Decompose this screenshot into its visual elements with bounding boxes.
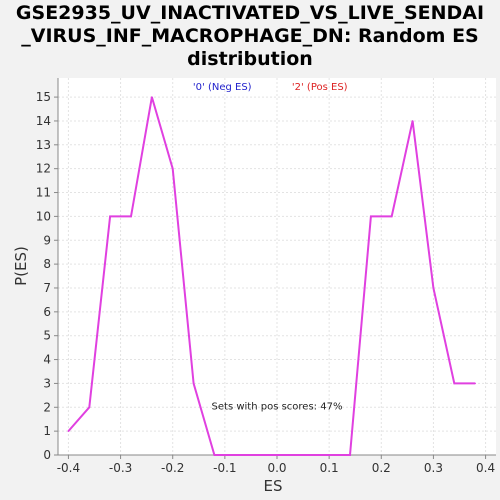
series-point [109,215,111,218]
series-point [213,454,216,456]
series-point [130,215,132,218]
y-tick-label: 2 [43,400,51,414]
x-tick-label: 0.2 [372,461,391,475]
y-tick-label: 15 [36,90,51,104]
x-tick-label: -0.2 [161,461,184,475]
series-point [88,406,91,409]
y-tick-label: 7 [43,281,51,295]
x-tick-label: 0.4 [476,461,495,475]
y-tick-label: 6 [43,305,51,319]
y-tick-label: 1 [43,424,51,438]
chart-title-line-3: distribution [187,48,313,70]
series-point [453,382,456,385]
y-tick-label: 10 [36,209,51,223]
x-tick-label: 0.3 [424,461,443,475]
series-point [432,287,435,289]
series-point [151,96,153,98]
x-tick-label: -0.1 [213,461,236,475]
series-point [411,120,414,122]
y-tick-label: 13 [36,138,51,152]
y-tick-label: 12 [36,162,51,176]
y-tick-label: 0 [43,448,51,462]
annotation-label: '0' (Neg ES) [193,82,252,93]
x-tick-label: 0.1 [320,461,339,475]
grid [58,78,496,456]
series-point [297,454,299,456]
series-point [255,454,257,456]
series-point [390,215,393,218]
series-point [276,454,278,456]
chart-title-line-2: _VIRUS_INF_MACROPHAGE_DN: Random ES [21,25,479,47]
series-point [338,454,341,456]
y-tick-label: 4 [43,353,51,367]
y-tick-label: 11 [36,186,51,200]
series-point [370,215,372,218]
series-point [349,454,351,456]
series-point [317,454,320,456]
annotation-label: '2' (Pos ES) [292,82,348,93]
chart-title-line-1: GSE2935_UV_INACTIVATED_VS_LIVE_SENDAI [15,2,485,24]
x-tick-label: 0.0 [267,461,286,475]
chart-title: GSE2935_UV_INACTIVATED_VS_LIVE_SENDAI _V… [0,2,500,71]
y-tick-label: 3 [43,376,51,390]
series [67,96,476,456]
annotation-label: Sets with pos scores: 47% [212,402,343,413]
series-point [171,167,174,170]
x-tick-label: -0.3 [109,461,132,475]
y-axis-label: P(ES) [12,246,30,286]
series-point [234,454,237,456]
x-tick-label: -0.4 [57,461,80,475]
series-point [67,430,70,432]
y-tick-label: 5 [43,329,51,343]
series-point [192,382,195,385]
x-axis-label: ES [264,477,283,495]
y-tick-label: 9 [43,233,51,247]
annotations: '0' (Neg ES) '2' (Pos ES) Sets with pos sc… [193,82,348,413]
y-tick-label: 8 [43,257,51,271]
series-point [474,382,476,385]
y-tick-label: 14 [36,114,51,128]
